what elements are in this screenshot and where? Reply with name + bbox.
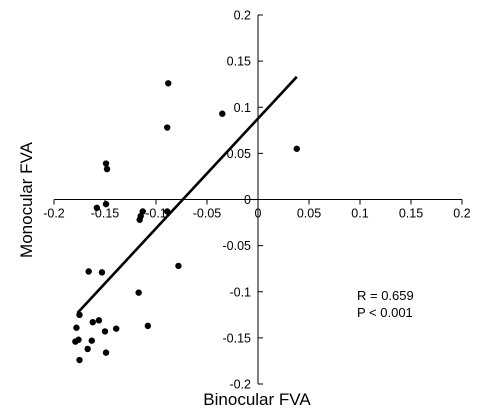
data-point	[175, 262, 182, 270]
y-tick-label: 0.05	[227, 147, 251, 161]
data-point	[164, 208, 171, 215]
data-point	[103, 165, 111, 173]
data-point	[101, 328, 109, 335]
data-point	[113, 325, 120, 332]
x-tick-labels: -0.2 -0.15 -0.1 -0.05 0 0.05 0.1 0.15 0.2	[43, 207, 471, 221]
data-point	[164, 124, 171, 131]
y-tick-label: 0.1	[234, 101, 251, 115]
data-point	[102, 200, 110, 208]
data-point	[84, 345, 91, 353]
x-tick-label: 0.05	[297, 207, 321, 221]
x-tick-label: 0.1	[351, 207, 368, 221]
data-point	[136, 216, 143, 223]
r-value-annotation: R = 0.659	[357, 288, 414, 303]
data-points	[72, 80, 300, 364]
data-point	[135, 289, 142, 296]
y-tick-label: 0.2	[234, 9, 251, 23]
y-tick-label: 0	[244, 193, 251, 207]
x-tick-label: 0.15	[399, 207, 423, 221]
data-point	[165, 80, 172, 87]
trend-line	[76, 75, 298, 314]
y-ticks	[258, 14, 263, 385]
data-point	[102, 349, 110, 356]
data-point	[85, 268, 92, 275]
data-point	[88, 337, 95, 344]
x-tick-label: -0.2	[43, 207, 65, 221]
y-tick-labels: -0.2 -0.15 -0.1 -0.05 0 0.05 0.1 0.15 0.2	[223, 9, 252, 392]
data-point	[76, 356, 83, 364]
y-axis-title: Monocular FVA	[17, 141, 36, 258]
data-point	[102, 160, 110, 167]
y-tick-label: -0.15	[223, 331, 252, 345]
x-tick-label: -0.1	[145, 207, 167, 221]
data-point	[93, 204, 101, 212]
y-tick-label: 0.15	[227, 55, 251, 69]
data-point	[144, 322, 152, 330]
data-point	[219, 110, 226, 117]
y-tick-label: -0.2	[229, 378, 251, 392]
data-point	[95, 317, 103, 324]
x-tick-label: 0.2	[453, 207, 470, 221]
y-tick-label: -0.1	[229, 285, 251, 299]
data-point	[293, 145, 300, 152]
x-tick-label: 0	[255, 207, 262, 221]
x-tick-label: -0.05	[193, 207, 222, 221]
p-value-annotation: P < 0.001	[357, 305, 413, 320]
x-axis-title: Binocular FVA	[203, 390, 311, 409]
y-tick-label: -0.05	[223, 239, 252, 253]
data-point	[73, 324, 80, 331]
data-point	[89, 318, 96, 326]
x-ticks	[53, 199, 463, 205]
data-point	[76, 311, 83, 319]
data-point	[72, 338, 79, 345]
data-point	[98, 269, 106, 276]
